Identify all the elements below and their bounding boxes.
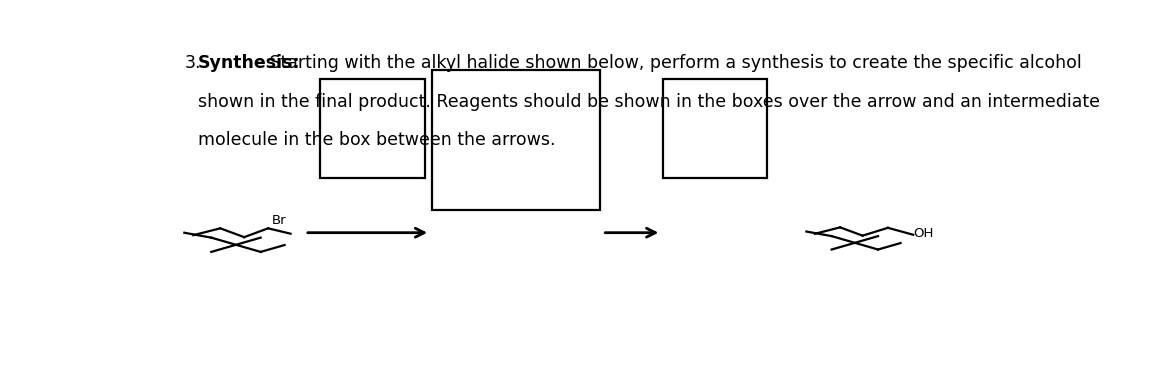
Bar	[321, 79, 425, 178]
Text: molecule in the box between the arrows.: molecule in the box between the arrows.	[198, 131, 556, 149]
Bar	[663, 79, 768, 178]
Text: 3.: 3.	[185, 54, 201, 72]
Text: shown in the final product. Reagents should be shown in the boxes over the arrow: shown in the final product. Reagents sho…	[198, 92, 1100, 111]
Bar	[432, 70, 599, 211]
Text: Synthesis:: Synthesis:	[198, 54, 301, 72]
Text: Br: Br	[271, 214, 287, 227]
Text: Starting with the alkyl halide shown below, perform a synthesis to create the sp: Starting with the alkyl halide shown bel…	[264, 54, 1082, 72]
Text: OH: OH	[914, 227, 934, 240]
